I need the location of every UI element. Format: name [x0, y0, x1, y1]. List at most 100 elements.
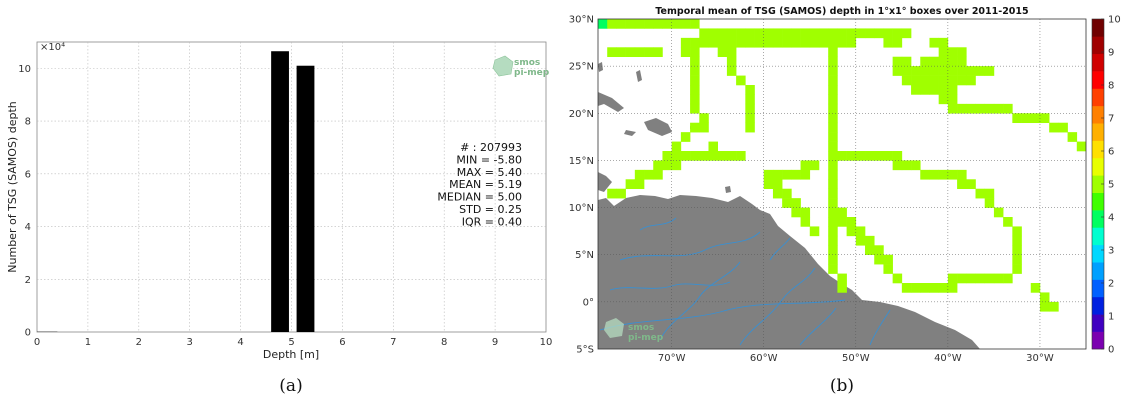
colorbar-segment — [1092, 123, 1104, 141]
map-cell — [819, 28, 829, 38]
stat-line: MAX = 5.40 — [457, 166, 522, 179]
map-cell — [874, 255, 884, 265]
map-cell — [948, 94, 958, 104]
map-cell — [1003, 104, 1013, 114]
x-tick-label: 2 — [136, 337, 142, 348]
map-cell — [847, 28, 857, 38]
map-cell — [865, 151, 875, 161]
map-cell — [939, 85, 949, 95]
map-cell — [782, 28, 792, 38]
colorbar-segment — [1092, 332, 1104, 350]
map-cell — [699, 151, 709, 161]
map-cell — [837, 151, 847, 161]
map-cell — [1058, 123, 1068, 133]
map-cell — [893, 38, 903, 48]
colorbar-segment — [1092, 193, 1104, 211]
caption-b: (b) — [830, 376, 854, 396]
map-cell — [690, 57, 700, 67]
map-cell — [773, 189, 783, 199]
map-cell — [828, 245, 838, 255]
colorbar: 012345678910 — [1092, 15, 1121, 356]
map-cell — [681, 19, 691, 29]
map-cell — [616, 47, 626, 57]
map-cell — [736, 151, 746, 161]
map-cell — [690, 38, 700, 48]
map-cell — [690, 76, 700, 86]
map-cell — [957, 47, 967, 57]
map-cell — [939, 94, 949, 104]
map-cell — [1012, 264, 1022, 274]
map-cell — [911, 283, 921, 293]
map-cell — [782, 189, 792, 199]
histogram-x-label: Depth [m] — [263, 348, 319, 361]
map-cell — [791, 38, 801, 48]
map-cell — [883, 28, 893, 38]
map-cell — [966, 274, 976, 284]
x-tick-label: 9 — [492, 337, 498, 348]
map-cell — [727, 66, 737, 76]
map-longitude-ticks: 70°W 60°W 50°W 40°W 30°W — [658, 353, 1054, 364]
y-tick-label: 4 — [25, 222, 31, 233]
colorbar-tick-label: 7 — [1108, 114, 1114, 125]
map-cell — [782, 170, 792, 180]
map-cell — [929, 283, 939, 293]
map-cell — [681, 132, 691, 142]
map-cell — [920, 170, 930, 180]
map-cell — [1068, 132, 1078, 142]
map-cell — [764, 179, 774, 189]
map-cell — [957, 179, 967, 189]
map-cell — [828, 28, 838, 38]
map-cell — [883, 151, 893, 161]
colorbar-tick-label: 8 — [1108, 81, 1114, 92]
map-cell — [690, 47, 700, 57]
map-cell — [635, 170, 645, 180]
map-cell — [847, 151, 857, 161]
map-cell — [690, 104, 700, 114]
map-cell — [755, 28, 765, 38]
map-cell — [755, 38, 765, 48]
map-cell — [929, 85, 939, 95]
stat-line: MIN = -5.80 — [456, 153, 522, 166]
map-cell — [957, 274, 967, 284]
map-cell — [810, 38, 820, 48]
map-cell — [939, 66, 949, 76]
colorbar-tick-label: 1 — [1108, 312, 1114, 323]
map-cell — [690, 85, 700, 95]
map-cell — [718, 28, 728, 38]
logo-text-line1: smos — [514, 58, 540, 68]
map-cell — [653, 19, 663, 29]
map-cell — [957, 170, 967, 180]
colorbar-tick-label: 2 — [1108, 279, 1114, 290]
map-cell — [1012, 255, 1022, 265]
map-cell — [929, 38, 939, 48]
colorbar-tick-label: 4 — [1108, 213, 1114, 224]
map-cell — [957, 76, 967, 86]
map-cell — [801, 208, 811, 218]
colorbar-tick-label: 0 — [1108, 345, 1114, 356]
map-cell — [727, 151, 737, 161]
map-cell — [856, 236, 866, 246]
colorbar-tick-label: 10 — [1108, 15, 1121, 26]
map-cell — [782, 198, 792, 208]
map-cell — [745, 104, 755, 114]
map-cell — [810, 28, 820, 38]
map-cell — [828, 104, 838, 114]
map-panel: Temporal mean of TSG (SAMOS) depth in 1°… — [569, 6, 1121, 396]
map-cell — [874, 245, 884, 255]
map-cell — [847, 38, 857, 48]
x-tick-label: 7 — [390, 337, 396, 348]
map-cell — [690, 151, 700, 161]
map-cell — [745, 94, 755, 104]
stat-line: IQR = 0.40 — [462, 215, 522, 228]
latitude-label: 15°N — [569, 156, 594, 167]
map-cell — [939, 283, 949, 293]
map-cell — [893, 57, 903, 67]
map-cell — [773, 170, 783, 180]
map-cell — [837, 208, 847, 218]
colorbar-segment — [1092, 245, 1104, 263]
map-cell — [976, 66, 986, 76]
map-cell — [976, 274, 986, 284]
stat-line: # : 207993 — [460, 141, 522, 154]
map-cell — [727, 47, 737, 57]
map-cell — [745, 28, 755, 38]
